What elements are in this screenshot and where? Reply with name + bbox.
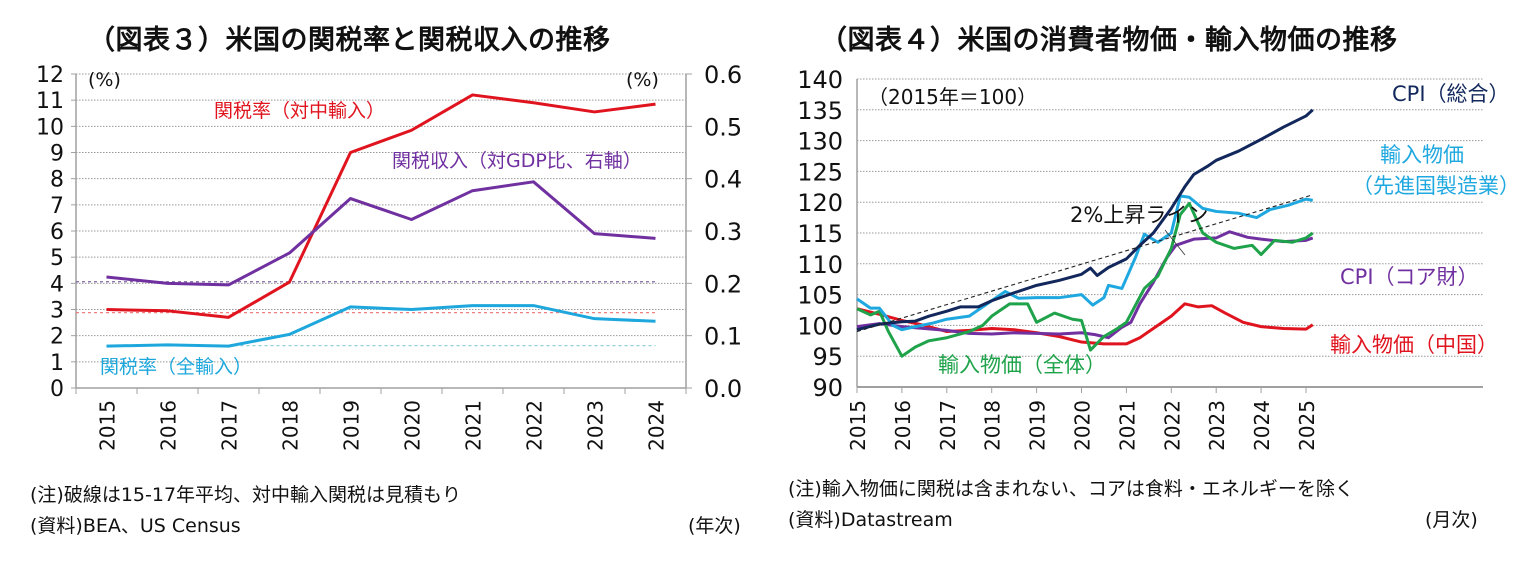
label-tariff-china: 関税率（対中輸入） — [214, 100, 385, 122]
y-right-tick-label: 0.3 — [704, 218, 742, 246]
y-right-tick-label: 0.5 — [704, 113, 742, 141]
label-import-china: 輸入物価（中国） — [1330, 333, 1498, 357]
y-left-tick-label: 6 — [50, 220, 64, 245]
x-tick-label: 2021 — [1115, 400, 1139, 451]
x-tick-label: 2017 — [218, 400, 242, 451]
y-right-tick-label: 0.6 — [704, 61, 742, 89]
x-tick-label: 2024 — [645, 400, 669, 451]
x-tick-label: 2019 — [1026, 400, 1050, 451]
label-import-advanced-sub: （先進国製造業） — [1352, 174, 1520, 198]
y-left-unit: (%) — [88, 69, 121, 91]
y-left-tick-label: 10 — [36, 115, 64, 140]
y-tick-label: 120 — [797, 189, 843, 217]
y-right-tick-label: 0.4 — [704, 166, 742, 194]
x-tick-label: 2022 — [523, 400, 547, 451]
y-tick-label: 105 — [797, 282, 843, 310]
figure-4-x-unit: (月次) — [1425, 509, 1478, 531]
x-tick-label: 2024 — [1250, 400, 1274, 451]
trend-line-2pct — [856, 194, 1313, 333]
y-tick-label: 90 — [812, 374, 843, 402]
x-tick-label: 2018 — [981, 400, 1005, 451]
y-right-tick-label: 0.2 — [704, 270, 742, 298]
y-tick-label: 95 — [812, 343, 843, 371]
y-tick-label: 100 — [797, 312, 843, 340]
y-left-tick-label: 4 — [50, 272, 64, 297]
x-tick-label: 2020 — [401, 400, 425, 451]
label-tariff-all: 関税率（全輸入） — [100, 356, 252, 378]
figure-4-title: （図表４）米国の消費者物価・輸入物価の推移 — [820, 25, 1398, 56]
figure-4-note: (注)輸入物価に関税は含まれない、コアは食料・エネルギーを除く — [788, 478, 1354, 500]
y-right-tick-label: 0.1 — [704, 323, 742, 351]
y-left-tick-label: 11 — [36, 89, 64, 114]
label-tariff-revenue: 関税収入（対GDP比、右軸） — [392, 150, 642, 172]
x-tick-label: 2016 — [157, 400, 181, 451]
series-line — [106, 304, 656, 348]
figure-3-panel: （図表３）米国の関税率と関税収入の推移 0 1 2 3 4 5 6 7 8 9 10 11 12 0.0 0… — [30, 25, 742, 537]
figure-3-note: (注)破線は15-17年平均、対中輸入関税は見積もり — [30, 484, 462, 506]
x-tick-label: 2015 — [846, 400, 870, 451]
y-left-tick-label: 8 — [50, 168, 64, 193]
y-left-tick-label: 7 — [50, 194, 64, 219]
figure-3-chart: 01234567891011120.00.10.20.30.40.50.6(%)… — [36, 61, 742, 451]
label-import-advanced: 輸入物価 — [1380, 143, 1464, 167]
y-left-tick-label: 3 — [50, 299, 64, 324]
label-cpi-core-goods: CPI（コア財） — [1340, 265, 1479, 289]
x-tick-label: 2018 — [279, 400, 303, 451]
series-line — [106, 93, 656, 319]
x-tick-label: 2016 — [891, 400, 915, 451]
y-right-unit: (%) — [626, 69, 659, 91]
y-right-tick-label: 0.0 — [704, 375, 742, 403]
y-tick-label: 130 — [797, 128, 843, 156]
base-year-note: （2015年＝100） — [868, 85, 1037, 109]
y-left-tick-label: 1 — [50, 351, 64, 376]
y-tick-label: 140 — [797, 66, 843, 94]
y-tick-label: 125 — [797, 158, 843, 186]
y-left-tick-label: 0 — [50, 377, 64, 402]
x-tick-label: 2020 — [1071, 400, 1095, 451]
label-import-total: 輸入物価（全体） — [938, 353, 1106, 377]
x-tick-label: 2015 — [96, 400, 120, 451]
x-tick-label: 2021 — [462, 400, 486, 451]
y-left-tick-label: 5 — [50, 246, 64, 271]
y-tick-label: 110 — [797, 251, 843, 279]
arrow-2pct — [1164, 229, 1186, 256]
x-tick-label: 2023 — [584, 400, 608, 451]
y-left-tick-label: 12 — [36, 63, 64, 88]
label-2pct-line: 2%上昇ライン — [1070, 203, 1208, 227]
y-tick-label: 135 — [797, 97, 843, 125]
figure-3-title: （図表３）米国の関税率と関税収入の推移 — [88, 25, 611, 56]
label-cpi-total: CPI（総合） — [1392, 82, 1510, 106]
figure-3-source: (資料)BEA、US Census — [30, 515, 241, 537]
x-tick-label: 2019 — [340, 400, 364, 451]
y-tick-label: 115 — [797, 220, 843, 248]
y-left-tick-label: 2 — [50, 325, 64, 350]
y-left-tick-label: 9 — [50, 142, 64, 167]
x-tick-label: 2017 — [936, 400, 960, 451]
series-line — [106, 180, 656, 287]
x-tick-label: 2025 — [1295, 400, 1319, 451]
figure-4-panel: （図表４）米国の消費者物価・輸入物価の推移 90 95 100 105 110 115 12… — [780, 0, 1539, 561]
x-tick-label: 2023 — [1205, 400, 1229, 451]
x-tick-label: 2022 — [1160, 400, 1184, 451]
figure-3-x-unit: (年次) — [688, 515, 741, 537]
figure-4-source: (資料)Datastream — [788, 509, 953, 531]
